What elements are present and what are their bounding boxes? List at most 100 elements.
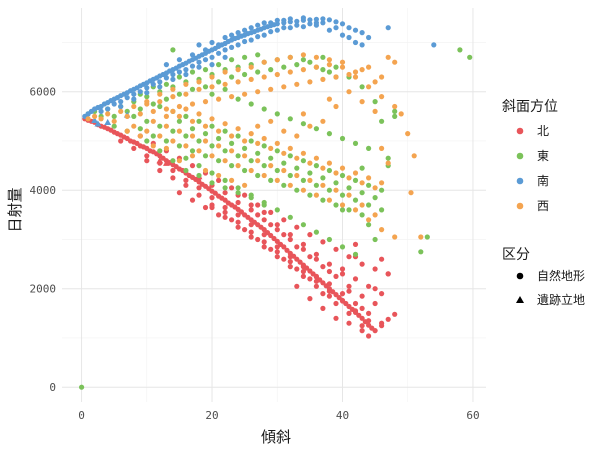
data-point <box>229 217 235 223</box>
data-point <box>202 167 209 174</box>
data-point <box>209 153 215 159</box>
data-point <box>222 128 228 134</box>
data-point <box>320 20 326 26</box>
data-point <box>137 111 143 117</box>
data-point <box>222 47 228 53</box>
data-point <box>359 323 365 329</box>
data-point <box>235 96 241 102</box>
x-tick-label: 0 <box>78 409 85 422</box>
data-point <box>196 79 202 85</box>
data-point <box>411 153 417 159</box>
data-point <box>157 133 163 139</box>
data-point <box>170 138 176 144</box>
data-point <box>189 52 196 58</box>
data-point <box>281 128 287 134</box>
data-point <box>235 42 241 48</box>
data-point <box>333 273 339 279</box>
data-point <box>235 185 241 191</box>
data-point <box>222 209 228 215</box>
data-point <box>150 118 156 124</box>
data-point <box>255 52 261 58</box>
data-point <box>163 96 169 102</box>
data-point <box>255 236 261 243</box>
data-point <box>287 236 293 243</box>
data-point <box>359 29 365 36</box>
data-point <box>379 291 385 297</box>
data-point <box>157 123 163 129</box>
data-point <box>248 229 254 235</box>
legend-label: 西 <box>537 199 549 213</box>
data-point <box>170 158 176 164</box>
data-point <box>235 190 241 196</box>
data-point <box>339 244 346 250</box>
data-point <box>359 305 365 311</box>
data-point <box>366 34 372 41</box>
data-point <box>92 113 98 119</box>
data-point <box>150 81 156 87</box>
y-axis-title: 日射量 <box>6 187 24 232</box>
data-point <box>300 57 306 63</box>
data-point <box>339 64 346 70</box>
data-point <box>300 24 306 30</box>
data-point <box>307 232 313 238</box>
data-point <box>235 153 241 159</box>
data-point <box>326 187 332 193</box>
data-point <box>405 131 411 137</box>
data-point <box>209 62 215 68</box>
data-point <box>170 47 176 53</box>
data-point <box>144 153 150 159</box>
data-point <box>261 202 267 208</box>
data-point <box>150 101 156 107</box>
legend-label: 遺跡立地 <box>537 292 585 307</box>
data-point <box>352 207 359 213</box>
data-point <box>229 177 235 183</box>
data-point <box>352 39 359 46</box>
data-point <box>209 74 215 80</box>
legend-key-北 <box>516 127 524 135</box>
data-point <box>235 126 241 132</box>
data-point <box>385 25 391 31</box>
data-point <box>372 300 378 307</box>
data-point <box>366 318 372 324</box>
data-point <box>281 167 287 174</box>
data-point <box>366 145 372 151</box>
data-point <box>300 158 306 164</box>
data-point <box>281 25 287 31</box>
data-point <box>326 160 332 166</box>
data-point <box>209 84 215 90</box>
data-point <box>209 54 215 60</box>
data-point <box>294 224 300 230</box>
data-point <box>339 59 346 65</box>
data-point <box>222 177 228 183</box>
data-point <box>261 239 267 245</box>
data-point <box>379 323 385 329</box>
data-point <box>294 133 300 139</box>
data-point <box>313 126 319 132</box>
data-point <box>242 27 248 33</box>
data-point <box>137 106 143 112</box>
data-point <box>313 251 319 257</box>
data-point <box>320 239 326 245</box>
legend-key-東 <box>516 152 524 160</box>
data-point <box>352 74 359 80</box>
data-point <box>366 217 372 223</box>
data-point <box>307 276 313 282</box>
data-point <box>313 192 319 198</box>
data-point <box>372 195 378 201</box>
data-point <box>346 89 352 95</box>
data-point <box>111 118 117 124</box>
data-point <box>268 145 274 151</box>
data-point <box>124 95 130 101</box>
data-point <box>144 118 150 124</box>
data-point <box>326 17 332 23</box>
data-point <box>346 71 352 78</box>
data-point <box>170 167 176 174</box>
data-point <box>248 202 254 208</box>
data-point <box>352 27 359 33</box>
data-point <box>281 160 287 166</box>
data-point <box>176 118 182 124</box>
data-point <box>333 19 339 25</box>
data-point <box>222 54 228 60</box>
